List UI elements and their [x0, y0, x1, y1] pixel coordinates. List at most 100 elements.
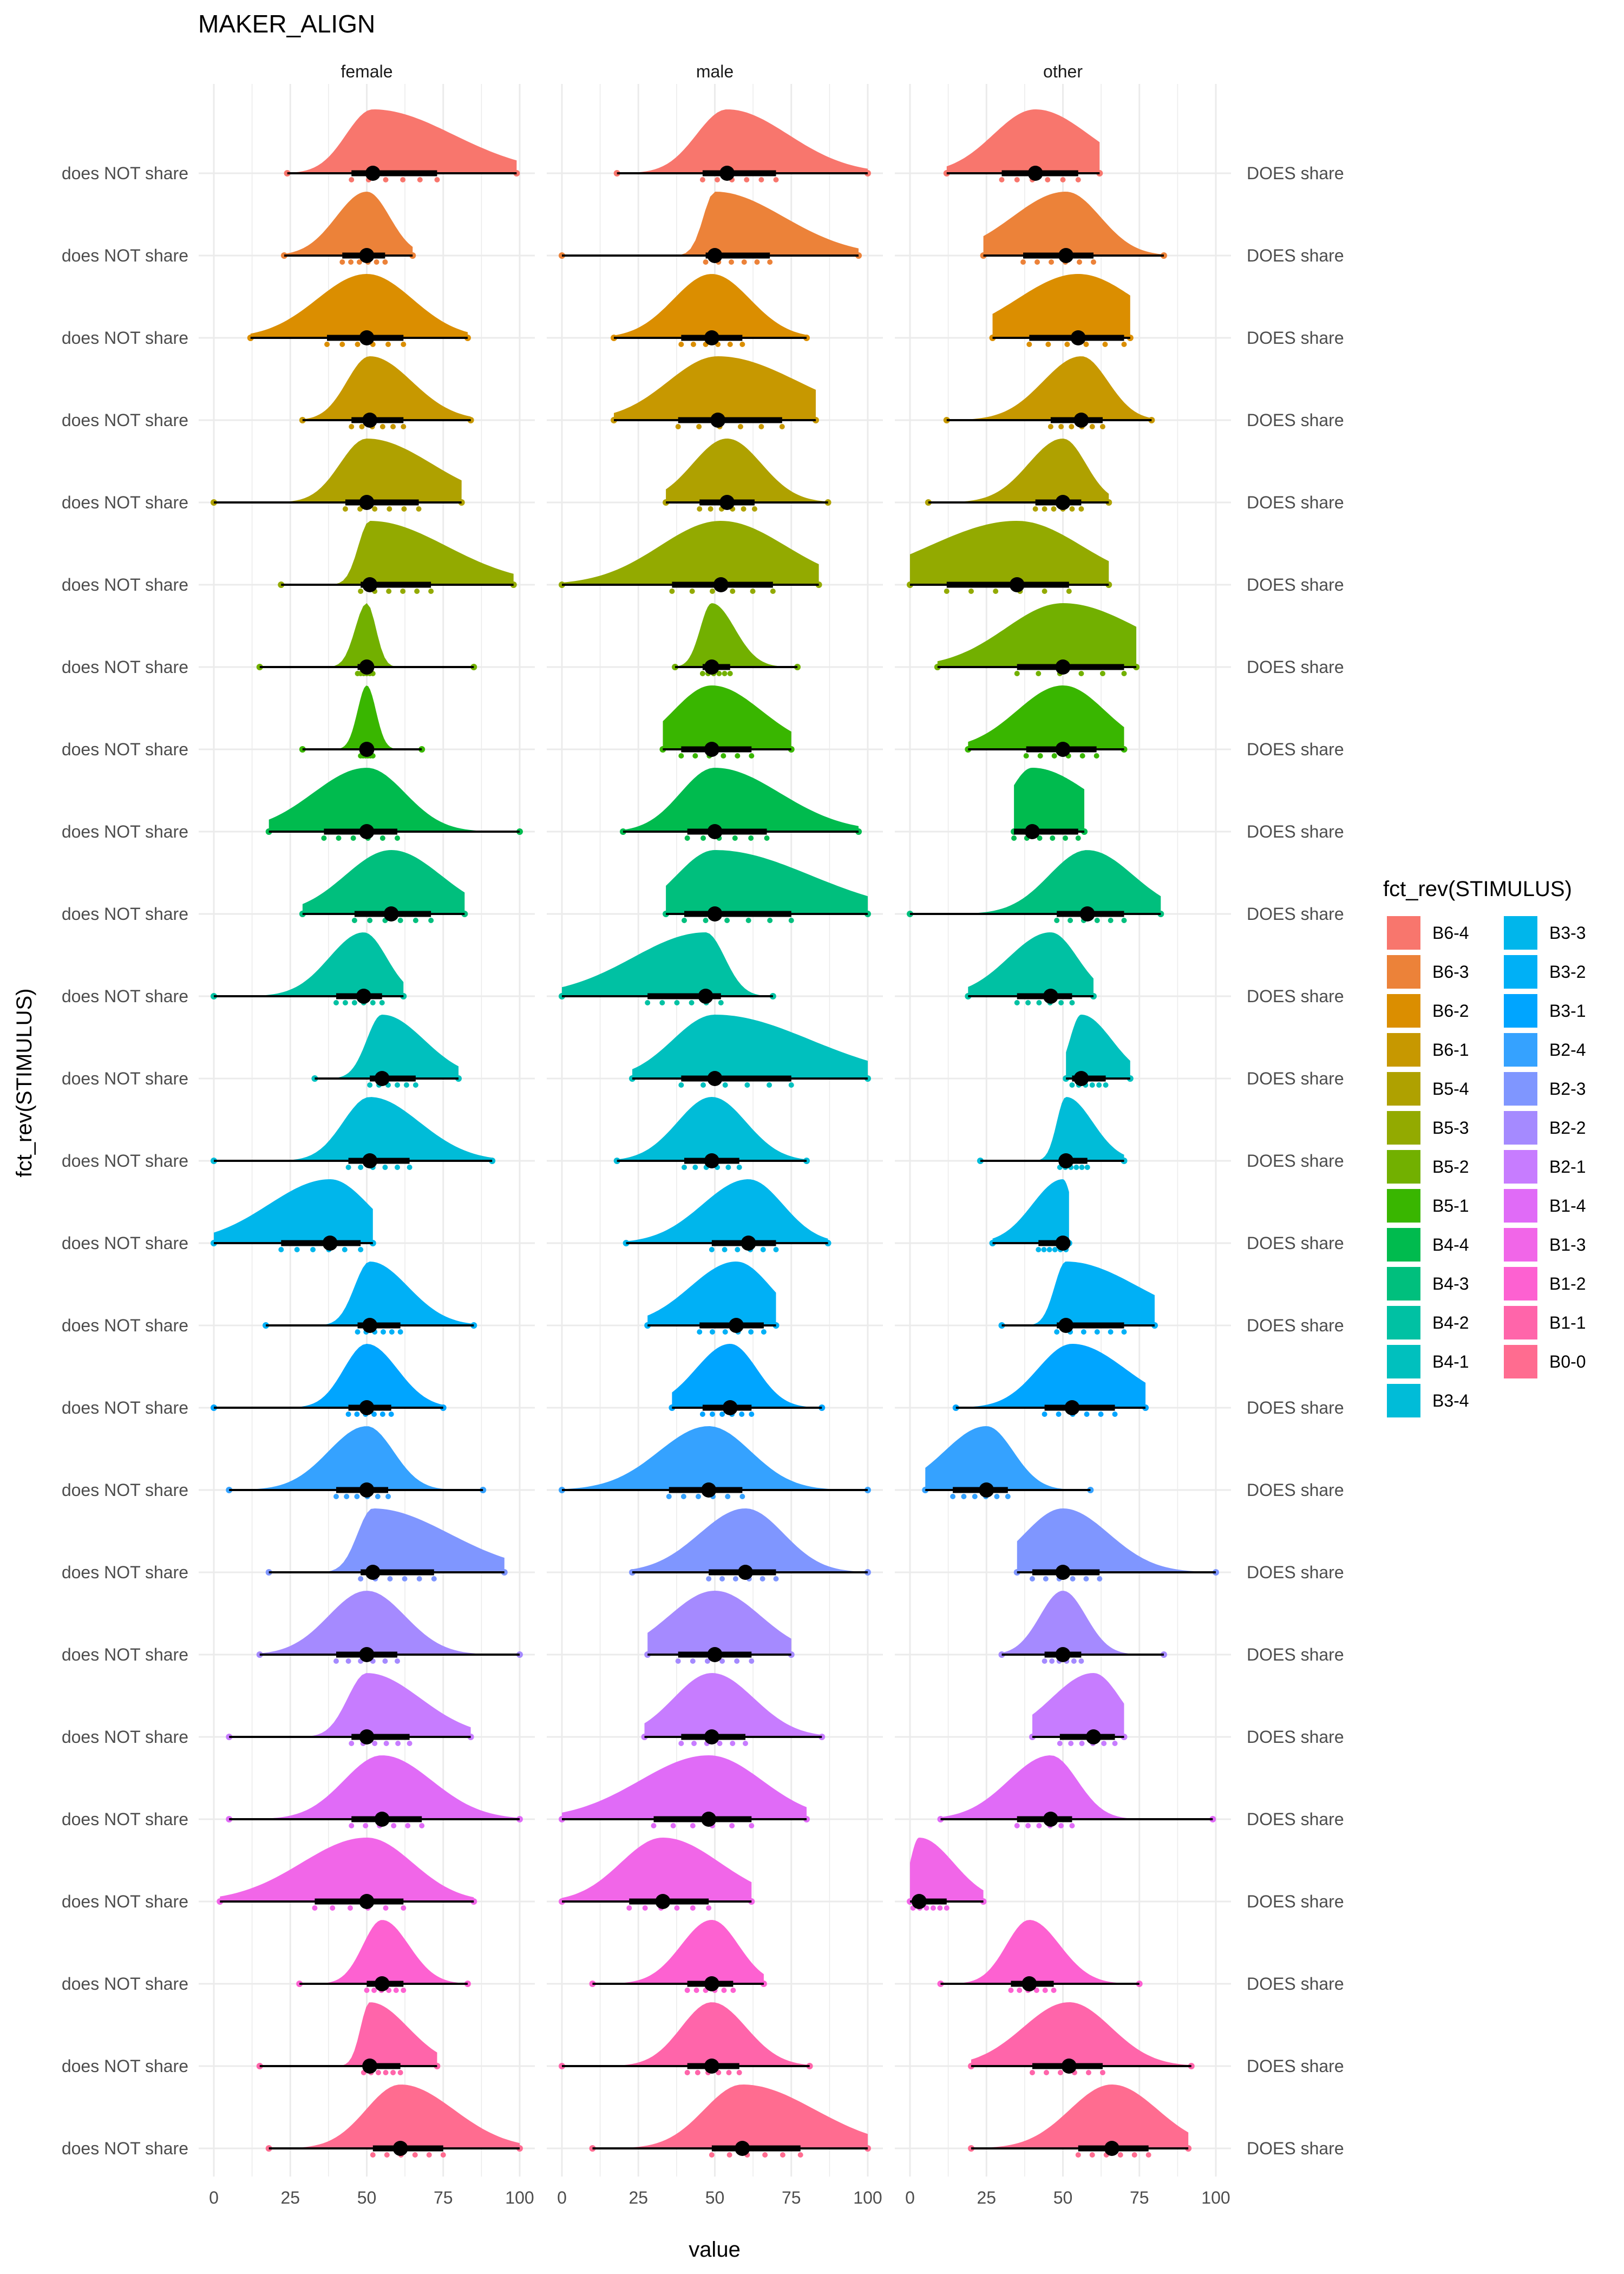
rain-point — [1079, 1165, 1085, 1170]
chart-title: MAKER_ALIGN — [198, 10, 375, 38]
x-tick-label: 75 — [1130, 2188, 1149, 2207]
density-cloud-B1-2-male — [592, 1920, 764, 1984]
rain-point — [358, 1247, 364, 1252]
legend-key-B4-2 — [1387, 1306, 1420, 1339]
rain-point — [674, 1000, 680, 1005]
rain-point — [1051, 1988, 1057, 1993]
density-cloud-B3-4-other — [980, 1097, 1124, 1161]
legend-label-B1-3: B1-3 — [1549, 1235, 1586, 1254]
rain-point — [372, 1741, 378, 1746]
density-cloud-B3-1-male — [672, 1344, 822, 1408]
rain-point — [735, 753, 741, 759]
rain-point — [1112, 1741, 1118, 1746]
density-cloud-B5-2-female — [259, 603, 474, 667]
median-point-B2-3-other — [1055, 1565, 1071, 1580]
rain-point — [1063, 835, 1069, 841]
legend-key-B4-3 — [1387, 1267, 1420, 1301]
rain-point — [1045, 177, 1051, 182]
rain-point — [735, 1247, 741, 1252]
legend-label-B1-4: B1-4 — [1549, 1196, 1586, 1216]
median-point-B2-4-female — [359, 1482, 375, 1498]
rain-point — [1043, 2070, 1049, 2075]
median-point-B2-2-female — [359, 1647, 375, 1662]
density-cloud-B2-4-other — [925, 1426, 1091, 1490]
row-label-right: DOES share — [1247, 1645, 1344, 1664]
rain-point — [321, 835, 327, 841]
density-cloud-B4-1-other — [1066, 1015, 1130, 1079]
rain-point — [725, 1494, 731, 1499]
density-cloud-B4-1-male — [632, 1015, 868, 1079]
y-axis-label: fct_rev(STIMULUS) — [12, 989, 36, 1178]
rain-point — [1017, 1988, 1023, 1993]
density-cloud-B2-2-male — [647, 1591, 791, 1655]
density-cloud-B6-1-male — [614, 356, 816, 420]
rain-point — [1121, 671, 1127, 676]
rain-point — [759, 1576, 765, 1582]
rain-point — [1057, 1741, 1063, 1746]
row-label-right: DOES share — [1247, 657, 1344, 677]
median-point-B6-4-male — [719, 166, 735, 181]
rain-point — [1045, 342, 1051, 347]
rain-point — [1084, 1165, 1090, 1170]
median-point-B2-1-male — [704, 1729, 719, 1744]
rain-point — [1046, 1247, 1052, 1252]
row-label-right: DOES share — [1247, 1974, 1344, 1994]
rain-point — [1099, 671, 1105, 676]
rain-point — [748, 1329, 754, 1335]
rain-point — [773, 1247, 779, 1252]
density-cloud-B1-1-other — [971, 2002, 1191, 2066]
rain-point — [1078, 506, 1084, 512]
rain-point — [383, 2070, 389, 2075]
row-label-left: does NOT share — [62, 2056, 188, 2076]
legend-label-B6-3: B6-3 — [1432, 962, 1469, 982]
median-point-B3-3-male — [741, 1236, 756, 1251]
rain-point — [1081, 1329, 1086, 1335]
legend-label-B1-2: B1-2 — [1549, 1274, 1586, 1293]
density-cloud-B6-2-male — [614, 274, 807, 338]
x-tick-label: 75 — [782, 2188, 801, 2207]
density-cloud-B3-3-other — [992, 1179, 1069, 1243]
rain-point — [739, 342, 745, 347]
rain-point — [419, 1823, 425, 1828]
row-label-right: DOES share — [1247, 986, 1344, 1006]
density-cloud-B4-3-other — [910, 850, 1161, 914]
median-point-B5-3-male — [713, 577, 729, 592]
x-tick-label: 50 — [357, 2188, 377, 2207]
median-point-B3-1-female — [359, 1400, 375, 1415]
median-point-B6-1-male — [710, 413, 726, 428]
rain-point — [678, 342, 684, 347]
row-label-right: DOES share — [1247, 1892, 1344, 1911]
rain-point — [1014, 1000, 1020, 1005]
median-point-B6-3-female — [359, 248, 375, 263]
density-cloud-B6-3-male — [562, 192, 859, 256]
legend-label-B3-4: B3-4 — [1432, 1391, 1469, 1410]
median-point-B1-1-female — [362, 2059, 378, 2074]
rain-point — [416, 1576, 422, 1582]
rain-point — [722, 1082, 728, 1088]
density-cloud-B2-3-female — [269, 1508, 505, 1572]
rain-point — [950, 1494, 956, 1499]
x-tick-label: 100 — [505, 2188, 534, 2207]
rain-point — [403, 1082, 409, 1088]
rain-point — [401, 1905, 407, 1911]
x-tick-label: 25 — [280, 2188, 300, 2207]
rain-point — [691, 1741, 697, 1746]
median-point-B4-1-female — [374, 1071, 390, 1086]
density-cloud-B2-2-female — [259, 1591, 520, 1655]
rain-point — [414, 589, 420, 594]
rain-point — [1075, 835, 1081, 841]
legend-key-B3-3 — [1504, 916, 1537, 950]
rain-point — [356, 259, 362, 265]
rain-point — [690, 1823, 696, 1828]
density-cloud-B1-3-other — [910, 1838, 984, 1901]
rain-point — [1131, 2152, 1137, 2158]
median-point-B6-1-female — [362, 413, 378, 428]
rain-point — [709, 1247, 715, 1252]
median-point-B5-3-other — [1009, 577, 1025, 592]
legend-label-B4-2: B4-2 — [1432, 1313, 1469, 1332]
rain-point — [312, 1905, 318, 1911]
rain-point — [1083, 342, 1089, 347]
rain-point — [1093, 753, 1099, 759]
rain-point — [1036, 1000, 1042, 1005]
rain-point — [355, 342, 361, 347]
